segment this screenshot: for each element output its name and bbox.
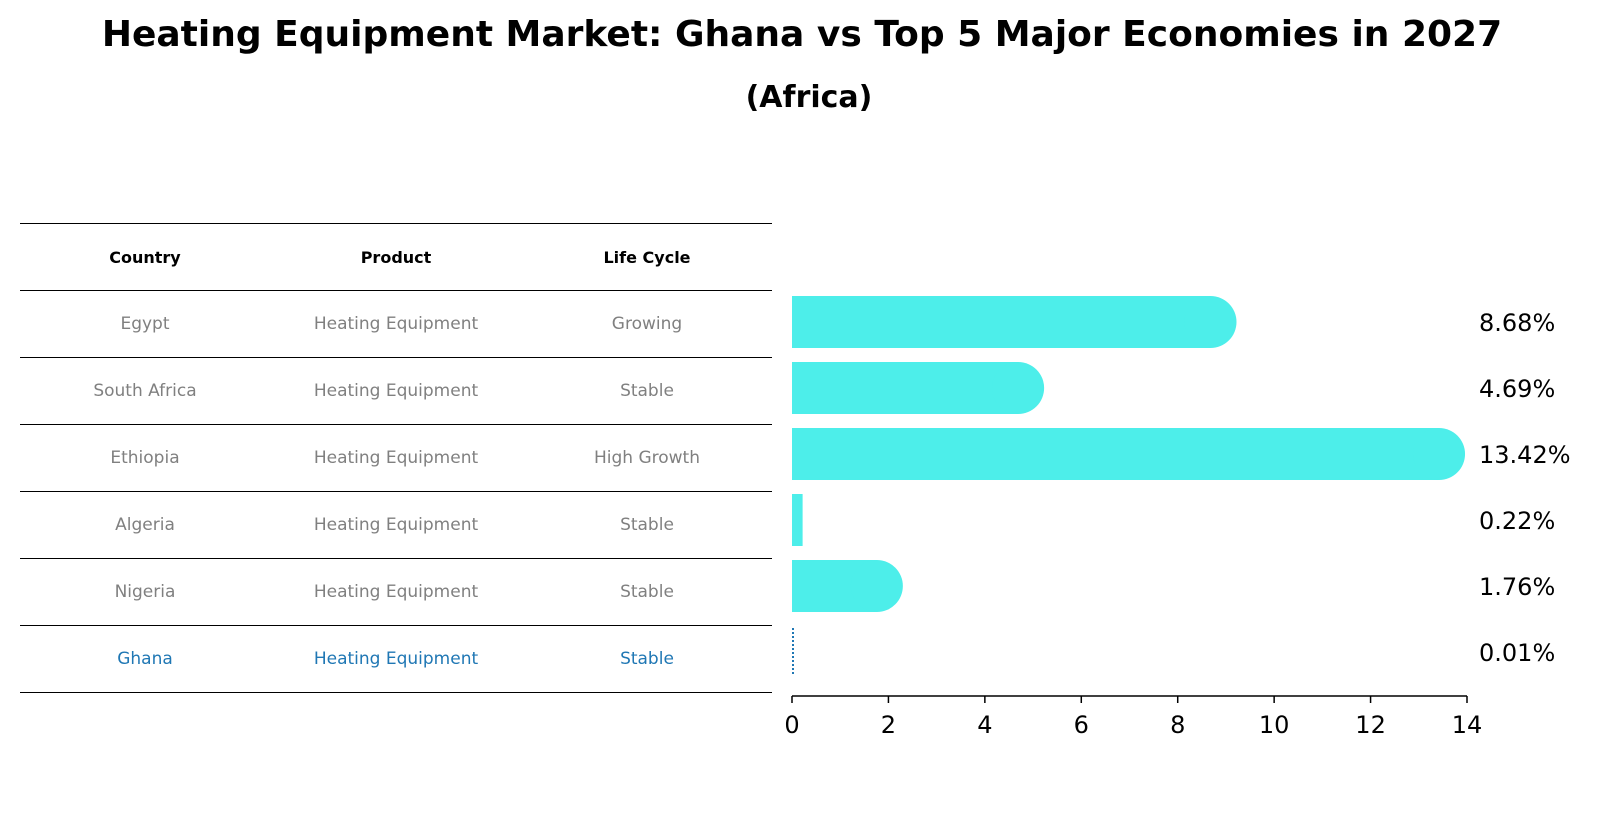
cell-product: Heating Equipment xyxy=(313,582,479,602)
bar-cap-nigeria xyxy=(850,560,903,612)
header-country: Country xyxy=(109,247,181,267)
x-tick-label: 12 xyxy=(1355,711,1386,739)
bar-cap-egypt xyxy=(1184,296,1237,348)
cell-country: Nigeria xyxy=(114,582,176,602)
cell-life-cycle: Stable xyxy=(620,381,674,401)
table-row: Egypt Heating Equipment Growing xyxy=(20,291,772,358)
cell-product: Heating Equipment xyxy=(313,314,479,334)
value-label-algeria: 0.22% xyxy=(1479,507,1555,535)
value-label-ethiopia: 13.42% xyxy=(1479,441,1571,469)
bar-cap-south-africa xyxy=(992,362,1045,414)
table-row: Algeria Heating Equipment Stable xyxy=(20,492,772,559)
value-label-egypt: 8.68% xyxy=(1479,309,1555,337)
x-tick-label: 4 xyxy=(977,711,992,739)
x-tick-label: 14 xyxy=(1452,711,1483,739)
x-tick-label: 6 xyxy=(1074,711,1089,739)
x-tick-label: 10 xyxy=(1259,711,1290,739)
x-tick-label: 8 xyxy=(1170,711,1185,739)
table-header-row: Country Product Life Cycle xyxy=(20,223,772,291)
cell-life-cycle: Growing xyxy=(611,314,683,334)
x-tick-label: 2 xyxy=(881,711,896,739)
cell-country: South Africa xyxy=(93,381,197,401)
bar-algeria xyxy=(792,494,803,546)
cell-product: Heating Equipment xyxy=(313,448,479,468)
header-life-cycle: Life Cycle xyxy=(603,247,691,267)
table-row: South Africa Heating Equipment Stable xyxy=(20,358,772,425)
table-row: Ethiopia Heating Equipment High Growth xyxy=(20,425,772,492)
value-label-nigeria: 1.76% xyxy=(1479,573,1555,601)
cell-product: Heating Equipment xyxy=(313,381,479,401)
cell-product: Heating Equipment xyxy=(313,515,479,535)
cell-life-cycle: High Growth xyxy=(593,448,700,468)
bar-south-africa xyxy=(792,362,1019,414)
value-label-ghana: 0.01% xyxy=(1479,639,1555,667)
cell-country: Algeria xyxy=(115,515,175,535)
value-label-south-africa: 4.69% xyxy=(1479,375,1555,403)
bar-egypt xyxy=(792,296,1211,348)
x-tick-label: 0 xyxy=(784,711,799,739)
cell-life-cycle: Stable xyxy=(620,515,674,535)
cell-product: Heating Equipment xyxy=(313,649,479,669)
cell-country: Egypt xyxy=(120,314,170,334)
chart-title: Heating Equipment Market: Ghana vs Top 5… xyxy=(101,14,1503,55)
bar-ethiopia xyxy=(792,428,1440,480)
cell-country: Ethiopia xyxy=(110,448,180,468)
cell-country: Ghana xyxy=(117,649,173,669)
table-row-highlighted: Ghana Heating Equipment Stable xyxy=(20,626,772,693)
cell-life-cycle: Stable xyxy=(620,649,674,669)
country-table: Country Product Life Cycle Egypt Heating… xyxy=(20,223,772,693)
cell-life-cycle: Stable xyxy=(620,582,674,602)
bar-cap-ethiopia xyxy=(1413,428,1466,480)
table-row: Nigeria Heating Equipment Stable xyxy=(20,559,772,626)
chart-subtitle: (Africa) xyxy=(745,80,873,115)
header-product: Product xyxy=(360,247,432,267)
